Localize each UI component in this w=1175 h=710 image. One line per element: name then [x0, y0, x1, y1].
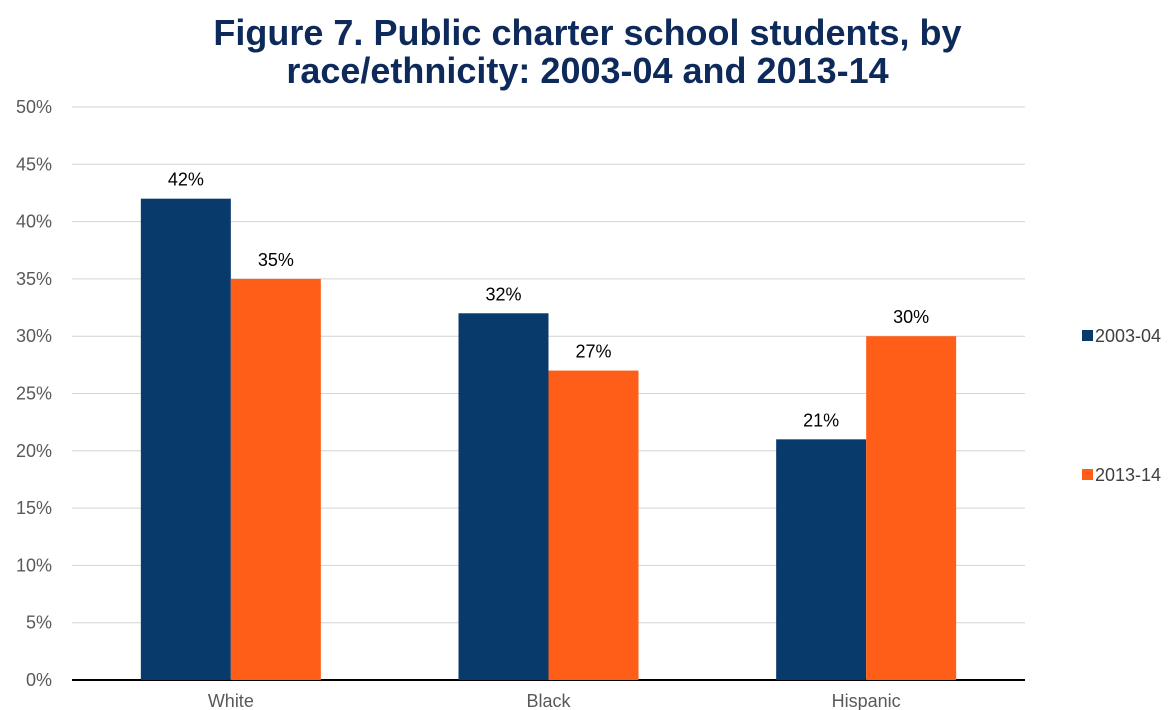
- x-tick-label: White: [208, 691, 254, 710]
- y-tick-label: 25%: [16, 384, 52, 404]
- data-label: 42%: [168, 170, 204, 190]
- bars: [140, 198, 957, 680]
- bar-white-2013-14: [230, 278, 321, 680]
- y-tick-label: 0%: [26, 670, 52, 690]
- data-label: 30%: [893, 307, 929, 327]
- y-tick-label: 45%: [16, 154, 52, 174]
- y-axis-tick-labels: 0% 5% 10% 15% 20% 25% 30% 35% 40% 45% 50%: [16, 97, 52, 690]
- y-tick-label: 20%: [16, 441, 52, 461]
- legend-swatch: [1082, 330, 1093, 341]
- data-label: 27%: [575, 342, 611, 362]
- x-tick-label: Black: [526, 691, 571, 710]
- y-tick-label: 30%: [16, 326, 52, 346]
- chart-title-line-2: race/ethnicity: 2003-04 and 2013-14: [286, 50, 889, 91]
- legend-label: 2003-04: [1095, 326, 1161, 346]
- data-labels: 42% 35% 32% 27% 21% 30%: [168, 170, 929, 431]
- data-label: 35%: [258, 250, 294, 270]
- bar-black-2013-14: [548, 370, 639, 680]
- legend-swatch: [1082, 469, 1093, 480]
- chart-title-line-1: Figure 7. Public charter school students…: [213, 12, 962, 53]
- y-tick-label: 5%: [26, 613, 52, 633]
- y-tick-label: 10%: [16, 555, 52, 575]
- data-label: 32%: [485, 284, 521, 304]
- data-label: 21%: [803, 410, 839, 430]
- x-tick-label: Hispanic: [832, 691, 901, 710]
- y-tick-label: 50%: [16, 97, 52, 117]
- x-axis-tick-labels: White Black Hispanic: [208, 691, 901, 710]
- y-tick-label: 35%: [16, 269, 52, 289]
- chart-title: Figure 7. Public charter school students…: [0, 14, 1175, 90]
- legend-label: 2013-14: [1095, 465, 1161, 485]
- bar-white-2003-04: [140, 198, 231, 680]
- y-tick-label: 40%: [16, 212, 52, 232]
- bar-hispanic-2013-14: [866, 336, 957, 680]
- bar-hispanic-2003-04: [776, 439, 867, 680]
- legend: 2003-04 2013-14: [1082, 326, 1161, 485]
- y-tick-label: 15%: [16, 498, 52, 518]
- bar-black-2003-04: [458, 313, 549, 680]
